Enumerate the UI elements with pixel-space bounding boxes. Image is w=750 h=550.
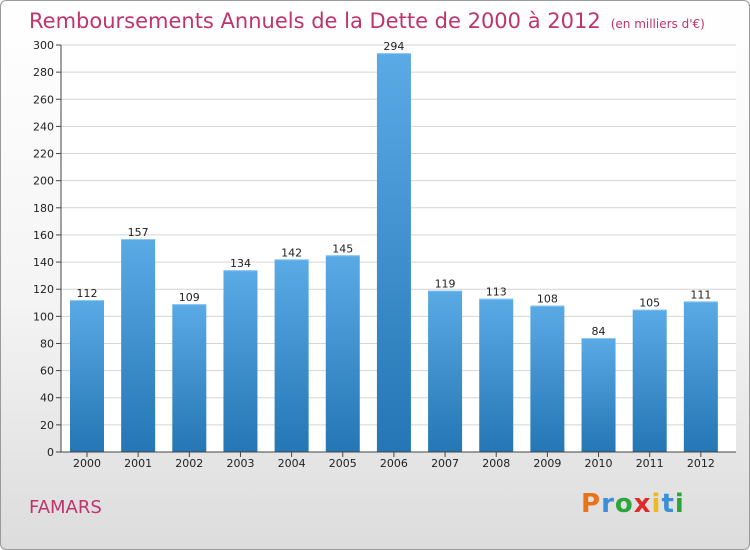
y-tick-label: 40 <box>40 392 54 405</box>
chart-unit: (en milliers d'€) <box>610 17 705 31</box>
proxiti-logo: Proxiti <box>581 489 685 519</box>
y-tick-label: 260 <box>33 93 54 106</box>
data-label-2001: 157 <box>128 226 149 239</box>
data-label-2009: 108 <box>537 292 558 305</box>
y-tick-label: 60 <box>40 365 54 378</box>
y-tick-label: 0 <box>47 446 54 459</box>
place-name: FAMARS <box>29 497 102 518</box>
chart-title-text: Remboursements Annuels de la Dette de 20… <box>29 9 601 33</box>
y-tick-label: 160 <box>33 229 54 242</box>
x-tick-label-2004: 2004 <box>278 457 306 470</box>
x-tick-label-2005: 2005 <box>329 457 357 470</box>
x-tick-label-2003: 2003 <box>226 457 254 470</box>
x-tick-label-2008: 2008 <box>482 457 510 470</box>
y-tick-label: 180 <box>33 202 54 215</box>
bar-2005 <box>325 255 360 452</box>
data-label-2000: 112 <box>77 287 98 300</box>
bar-2003 <box>223 270 258 452</box>
data-label-2003: 134 <box>230 257 251 270</box>
x-tick-label-2000: 2000 <box>73 457 101 470</box>
x-tick-label-2001: 2001 <box>124 457 152 470</box>
data-label-2002: 109 <box>179 291 200 304</box>
chart-title: Remboursements Annuels de la Dette de 20… <box>29 9 705 33</box>
x-axis: 2000 2001 2002 2003 2004 2005 2006 2007 2008 2009… <box>61 451 736 470</box>
x-tick-label-2012: 2012 <box>687 457 715 470</box>
data-label-2011: 105 <box>639 297 660 310</box>
data-label-2012: 111 <box>690 288 711 301</box>
y-tick-label: 120 <box>33 283 54 296</box>
x-tick-label-2011: 2011 <box>636 457 664 470</box>
bar-2004 <box>274 259 309 452</box>
y-tick-label: 140 <box>33 256 54 269</box>
x-tick-label-2007: 2007 <box>431 457 459 470</box>
y-tick-label: 100 <box>33 310 54 323</box>
bar-2001 <box>121 239 156 452</box>
x-tick-label-2009: 2009 <box>533 457 561 470</box>
data-label-2006: 294 <box>383 40 404 53</box>
x-tick-label-2006: 2006 <box>380 457 408 470</box>
y-tick-label: 220 <box>33 148 54 161</box>
y-tick-label: 200 <box>33 175 54 188</box>
logo-letter: P <box>581 489 602 519</box>
logo-letter: o <box>614 489 634 519</box>
y-tick-label: 80 <box>40 337 54 350</box>
logo-letter: x <box>633 489 652 519</box>
data-label-2010: 84 <box>592 325 606 338</box>
y-tick-label: 240 <box>33 120 54 133</box>
y-axis: 0 20 40 60 80 100 120 140 160 180 200 220 240 260 280 3… <box>33 39 62 459</box>
bar-2011 <box>632 309 667 452</box>
y-tick-label: 300 <box>33 39 54 52</box>
x-tick-label-2002: 2002 <box>175 457 203 470</box>
bar-2012 <box>683 301 718 452</box>
logo-letter: i <box>674 489 685 519</box>
logo-letter: r <box>601 489 615 519</box>
data-label-2005: 145 <box>332 242 353 255</box>
bar-2009 <box>530 305 565 452</box>
y-tick-label: 20 <box>40 419 54 432</box>
bar-2007 <box>428 290 463 452</box>
bar-2002 <box>172 304 207 452</box>
data-label-2004: 142 <box>281 246 302 259</box>
bar-2008 <box>479 298 514 452</box>
data-label-2007: 119 <box>435 278 456 291</box>
y-tick-label: 280 <box>33 66 54 79</box>
bar-2006 <box>376 53 411 452</box>
logo-letter: t <box>661 489 675 519</box>
bars <box>70 53 718 452</box>
bar-2010 <box>581 338 616 452</box>
x-tick-label-2010: 2010 <box>585 457 613 470</box>
data-labels: 112 157 109 134 142 145 294 119 113 108 84 105 111 <box>77 40 712 338</box>
data-label-2008: 113 <box>486 286 507 299</box>
bar-2000 <box>70 300 104 452</box>
logo-letter: i <box>651 489 662 519</box>
